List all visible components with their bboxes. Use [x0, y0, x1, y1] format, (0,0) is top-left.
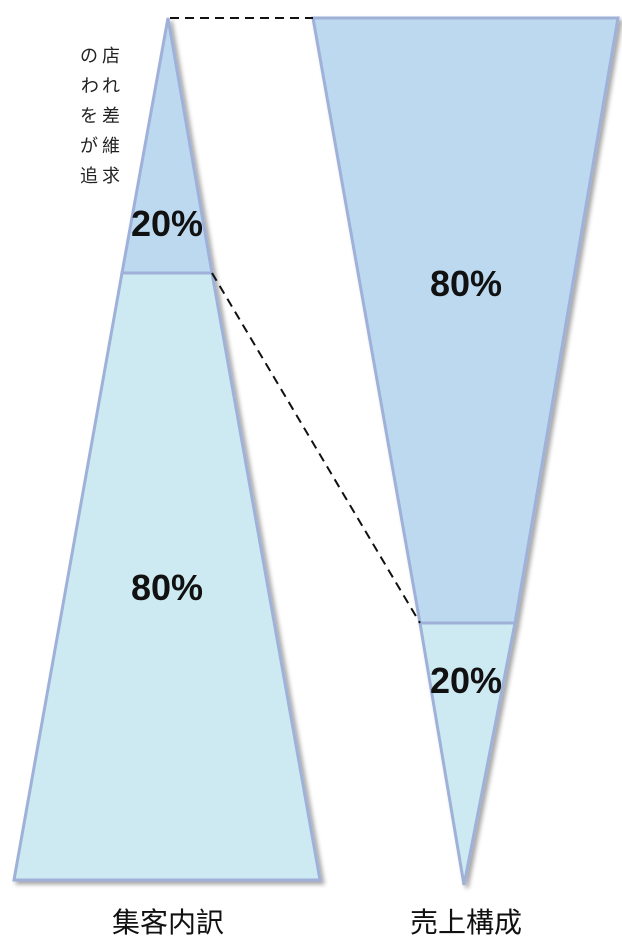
sales-bottom-percentage: 20%: [430, 660, 502, 701]
paragraph-line: われ: [80, 76, 124, 97]
cropped-paragraph: の店 われ を差 が維 追求: [40, 42, 124, 192]
sales-composition-caption: 売上構成: [410, 906, 522, 939]
sales-top-percentage: 80%: [430, 263, 502, 304]
paragraph-line: 追求: [80, 166, 124, 187]
sales-bottom-segment: [418, 621, 517, 886]
paragraph-line: の店: [80, 46, 124, 67]
customer-breakdown-triangle: [12, 17, 322, 882]
customer-top-segment: [120, 17, 214, 275]
sales-top-segment: [311, 16, 620, 625]
sales-composition-triangle: [311, 16, 620, 886]
middle-connector-dashed-line: [211, 272, 421, 624]
paragraph-line: を差: [80, 106, 124, 127]
customer-bottom-percentage: 80%: [131, 567, 203, 608]
customer-breakdown-caption: 集客内訳: [112, 906, 224, 939]
paragraph-line: が維: [80, 136, 124, 157]
customer-top-percentage: 20%: [131, 203, 203, 244]
